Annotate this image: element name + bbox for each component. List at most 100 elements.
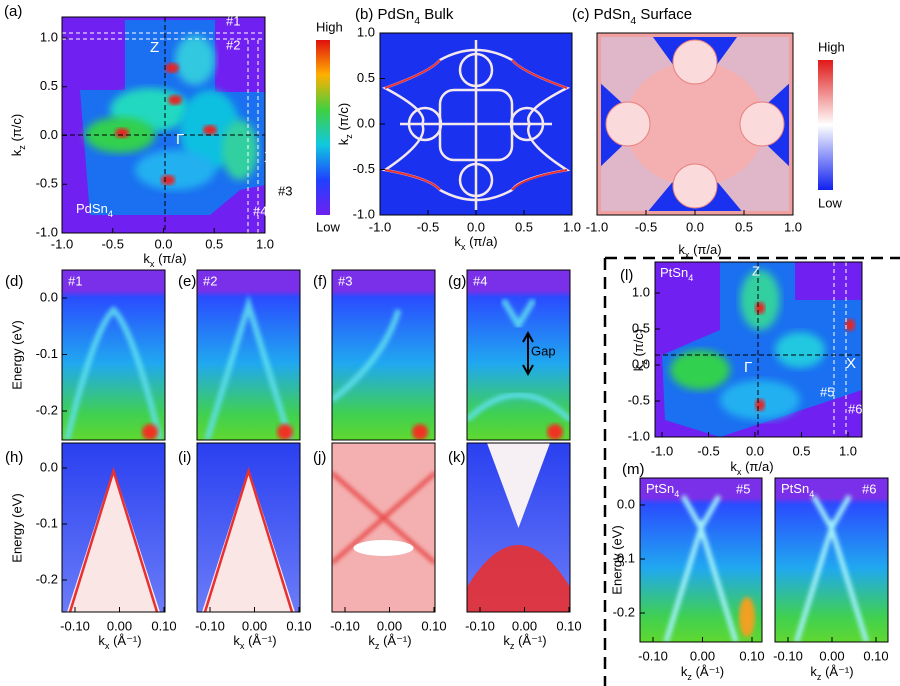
blob — [775, 332, 825, 368]
blob — [135, 150, 215, 190]
label-part: (π/a) — [741, 459, 773, 474]
label: #5 — [820, 384, 834, 399]
label-part: (c) PdSn — [572, 6, 630, 23]
label: #6 — [848, 401, 862, 416]
x-tick-label: -0.10 — [465, 618, 495, 633]
band — [467, 545, 570, 612]
label: kx (Å⁻¹) — [98, 633, 141, 651]
panel-image — [197, 270, 300, 440]
hot — [115, 128, 129, 138]
label: Energy (eV) — [609, 525, 624, 594]
y-tick-label: -0.5 — [353, 161, 375, 176]
pocket — [672, 39, 718, 85]
label: (k) — [448, 449, 466, 466]
map — [662, 262, 862, 437]
subscript: x — [461, 242, 466, 252]
frame — [466, 442, 571, 613]
y-tick-label: 0.0 — [632, 356, 650, 371]
subscript: 4 — [630, 15, 636, 27]
label: (l) — [620, 267, 633, 284]
label-part: k — [98, 633, 105, 648]
subscript: 4 — [674, 489, 679, 499]
label-part: k — [681, 664, 688, 679]
x-tick-label: 0.10 — [863, 648, 888, 663]
label: Energy (eV) — [9, 320, 24, 389]
hot — [845, 319, 855, 331]
blob — [670, 350, 730, 390]
frame — [196, 269, 301, 441]
y-tick-label: -0.2 — [36, 402, 58, 417]
label: PtSn4 — [646, 481, 679, 499]
x-tick-label: 0.5 — [205, 236, 223, 251]
label: Z — [752, 263, 760, 278]
bg — [332, 270, 435, 440]
panel-image — [332, 443, 435, 612]
y-tick-label: 1.0 — [357, 24, 375, 39]
label: kz (Å⁻¹) — [503, 633, 546, 651]
subscript: 4 — [809, 489, 814, 499]
label: #6 — [862, 481, 876, 496]
hot — [755, 302, 765, 314]
x-tick-label: -0.10 — [60, 618, 90, 633]
x-tick-label: 1.0 — [839, 443, 857, 458]
label: PtSn4 — [660, 265, 693, 283]
panel-image — [775, 478, 888, 642]
blob — [740, 270, 780, 330]
hot — [161, 175, 175, 185]
label-part: (Å⁻¹) — [514, 633, 546, 648]
x-tick-label: 0.0 — [686, 219, 704, 234]
labels: -1.0 -0.5 0.0 0.5 1.0 1.0 0.5 0.0 -0.5 -1.0 High Lo… — [4, 3, 889, 682]
frame — [331, 269, 436, 441]
hot — [168, 95, 182, 105]
x-tick-label: 0.10 — [151, 618, 176, 633]
hot — [739, 597, 755, 637]
subscript: 4 — [688, 273, 693, 283]
y-tick-label: 0.0 — [40, 459, 58, 474]
label-part: (Å⁻¹) — [821, 664, 853, 679]
label: kx (π/a) — [143, 251, 186, 269]
panel-image — [332, 270, 435, 440]
hot — [165, 63, 179, 73]
arrow — [522, 330, 534, 377]
label: Γ — [176, 131, 184, 148]
band — [68, 466, 159, 612]
label-part: (π/a) — [689, 242, 721, 257]
x-tick-label: -1.0 — [369, 219, 391, 234]
label: kz (Å⁻¹) — [810, 664, 853, 682]
panel-image — [640, 478, 762, 642]
label: (e) — [178, 273, 196, 290]
x-tick-label: -0.10 — [773, 648, 803, 663]
y-tick-label: -0.2 — [36, 571, 58, 586]
subscript: x — [105, 641, 110, 651]
y-tick-label: -0.5 — [36, 176, 58, 191]
label: #3 — [338, 273, 352, 288]
y-tick-label: 0.0 — [40, 127, 58, 142]
band — [64, 305, 163, 440]
bg — [332, 443, 435, 612]
label-part: Surface — [636, 6, 692, 23]
y-tick-label: 0.5 — [357, 70, 375, 85]
bg — [775, 478, 888, 642]
label: #4 — [473, 273, 487, 288]
label: (a) — [4, 3, 22, 20]
label-part: (π/c) — [336, 103, 351, 134]
y-tick-label: -1.0 — [353, 206, 375, 221]
label: PtSn4 — [781, 481, 814, 499]
band — [203, 466, 294, 612]
frame — [196, 442, 301, 613]
label: (c) PdSn4 Surface — [572, 6, 692, 27]
x-tick-label: -1.0 — [51, 236, 73, 251]
hot — [755, 399, 765, 411]
label-part: (Å⁻¹) — [109, 633, 141, 648]
x-tick-label: -0.10 — [638, 648, 668, 663]
label: #1 — [68, 273, 82, 288]
label-part: k — [678, 242, 685, 257]
subscript: z — [639, 360, 649, 365]
label-part: Bulk — [420, 6, 454, 23]
label-part: k — [503, 633, 510, 648]
x-tick-label: 0.5 — [792, 443, 810, 458]
label: (j) — [313, 449, 326, 466]
x-tick-label: 0.10 — [421, 618, 446, 633]
panel-image — [62, 443, 165, 612]
